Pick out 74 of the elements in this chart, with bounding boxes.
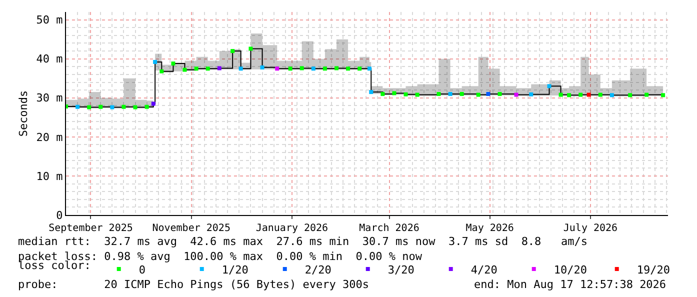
point: [322, 66, 327, 71]
y-tick-label: 0: [56, 208, 63, 222]
legend-label: 10/20: [554, 263, 587, 276]
point: [358, 66, 362, 71]
point: [76, 104, 80, 109]
point: [586, 92, 591, 97]
text: probe: 20 ICMP Echo Pings (56 Bytes) every 300s: [18, 278, 369, 291]
point: [260, 65, 264, 70]
point: [486, 92, 490, 96]
point: [238, 66, 243, 71]
point: [380, 92, 385, 96]
point: [476, 92, 480, 97]
point: [230, 49, 235, 54]
point: [133, 105, 138, 110]
point: [567, 93, 572, 98]
point: [460, 92, 464, 96]
point: [369, 90, 374, 94]
point: [151, 102, 156, 106]
point: [311, 66, 316, 71]
point: [448, 92, 452, 96]
x-tick-label: September 2025: [48, 223, 133, 234]
point: [334, 66, 338, 70]
point: [194, 66, 198, 71]
legend-label: 3/20: [388, 263, 414, 276]
point: [110, 105, 114, 110]
point: [367, 66, 372, 71]
point: [498, 92, 502, 96]
y-axis-title: Seconds: [16, 90, 30, 137]
point: [300, 66, 304, 70]
x-tick-label: November 2025: [152, 223, 230, 234]
legend-label: 19/20: [636, 263, 670, 276]
x-tick-label: May 2026: [466, 223, 514, 234]
text: end: Mon Aug 17 12:57:38 2026: [474, 278, 666, 291]
point: [87, 105, 92, 110]
point: [206, 66, 210, 71]
point: [98, 104, 103, 109]
point: [661, 93, 666, 98]
legend-label: 1/20: [222, 263, 248, 276]
point: [529, 92, 534, 96]
x-tick-label: March 2026: [359, 223, 420, 234]
point: [122, 104, 126, 109]
point: [610, 93, 614, 98]
point: [436, 92, 441, 96]
point: [404, 92, 408, 96]
point: [392, 91, 396, 96]
y-tick-label: 50 m: [36, 14, 64, 27]
point: [144, 104, 149, 109]
point: [644, 92, 649, 97]
point: [514, 92, 518, 97]
point: [217, 66, 222, 70]
point: [558, 92, 563, 97]
point: [415, 92, 420, 97]
y-tick-label: 30 m: [36, 92, 64, 105]
x-tick-label: July 2026: [563, 223, 618, 234]
point: [547, 84, 552, 88]
point: [153, 60, 158, 64]
legend-label: 2/20: [304, 263, 332, 276]
point: [160, 69, 164, 74]
x-tick-label: January 2026: [256, 223, 328, 234]
point: [578, 92, 583, 97]
legend-label: 4/20: [470, 263, 498, 276]
y-tick-label: 10 m: [36, 170, 64, 183]
point: [288, 66, 292, 71]
point: [346, 66, 350, 71]
y-tick-label: 20 m: [36, 130, 64, 144]
point: [171, 62, 176, 66]
legend-label: 0: [138, 263, 146, 276]
point: [248, 46, 253, 51]
point: [598, 92, 602, 97]
point: [628, 93, 632, 98]
point: [275, 66, 280, 71]
point: [182, 68, 187, 72]
y-tick-label: 40 m: [36, 52, 64, 66]
text: median rtt: 32.7 ms avg 42.6 ms max 27.6 ms min 30.7 ms now 3.7 ms sd 8.8 am/s: [18, 235, 588, 248]
